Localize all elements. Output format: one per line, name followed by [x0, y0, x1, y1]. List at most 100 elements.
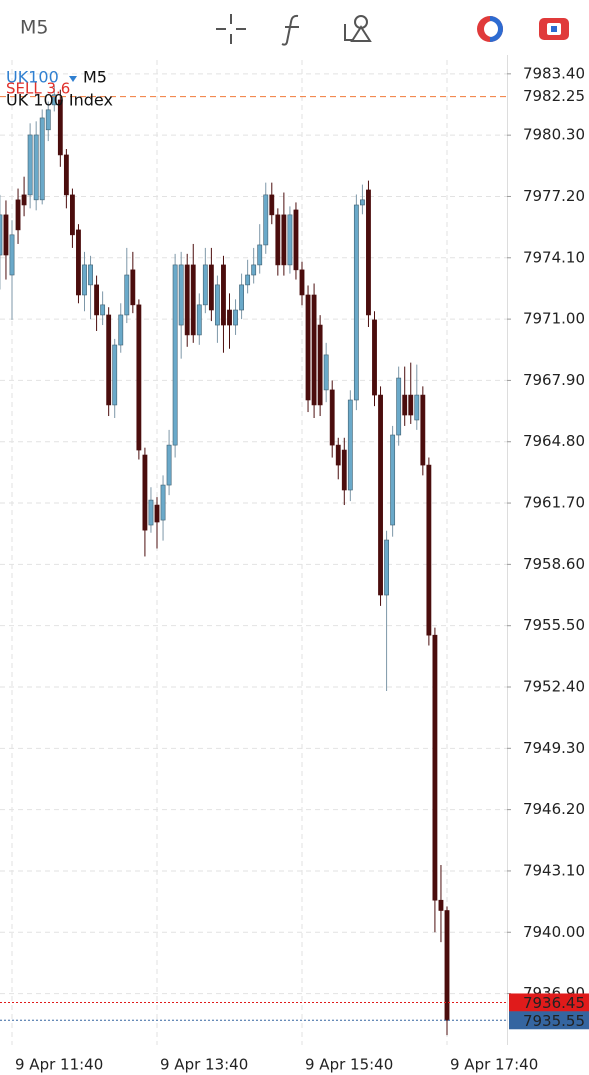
candle-body-down — [208, 264, 214, 311]
indicators-icon[interactable] — [281, 14, 299, 46]
candle-body-up — [233, 309, 238, 326]
candle-body-down — [94, 284, 99, 316]
candle-body-down — [299, 269, 305, 296]
y-tick-label: 7964.80 — [523, 432, 585, 450]
candle-body-up — [100, 304, 106, 316]
candle-body-up — [33, 134, 39, 201]
candle-body-up — [390, 434, 396, 526]
price-line-label: 7935.55 — [523, 1012, 585, 1030]
candle-body-down — [3, 214, 9, 256]
y-tick-label: 7958.60 — [523, 555, 585, 573]
x-tick-label: 9 Apr 15:40 — [305, 1056, 393, 1074]
objects-icon[interactable] — [344, 15, 372, 42]
candle-body-down — [142, 454, 148, 531]
price-line-label: 7982.25 — [523, 87, 585, 105]
candle-body-down — [190, 264, 196, 336]
candle-body-up — [45, 109, 51, 131]
candle-body-down — [420, 394, 426, 466]
price-line-label: 7936.45 — [523, 994, 585, 1012]
candle-body-down — [432, 634, 438, 901]
y-tick-label: 7967.90 — [523, 371, 585, 389]
y-tick-label: 7949.30 — [523, 739, 585, 757]
candle-body-up — [0, 214, 3, 256]
trade-icon[interactable] — [477, 16, 503, 42]
candle-body-up — [88, 264, 93, 286]
candle-body-up — [323, 354, 329, 391]
candle-body-up — [347, 399, 353, 491]
x-tick-label: 9 Apr 13:40 — [160, 1056, 248, 1074]
candle-body-up — [112, 344, 118, 406]
candle-body-up — [178, 264, 184, 326]
candle-body-down — [21, 194, 27, 206]
candle-body-down — [372, 319, 377, 396]
candle-body-down — [311, 294, 317, 406]
accounts-icon[interactable] — [539, 18, 569, 40]
candle-body-down — [366, 189, 371, 316]
candle-body-down — [341, 449, 347, 491]
candle-body-down — [293, 209, 299, 271]
candle-body-down — [426, 464, 432, 636]
candle-body-up — [51, 94, 57, 106]
candle-body-up — [360, 199, 365, 206]
candle-body-up — [172, 264, 178, 446]
trade-label: SELL 3.6 — [6, 80, 70, 98]
symbol-dropdown[interactable] — [69, 76, 77, 82]
y-tick-label: 7974.10 — [523, 248, 585, 266]
candle-body-up — [239, 284, 244, 311]
legend-timeframe: M5 — [83, 68, 107, 87]
candle-body-down — [76, 229, 81, 296]
y-tick-label: 7961.70 — [523, 494, 585, 512]
y-tick-label: 7940.00 — [523, 923, 585, 941]
candle-body-up — [245, 274, 251, 286]
y-tick-label: 7971.00 — [523, 310, 585, 328]
candle-body-up — [215, 284, 220, 326]
symbol[interactable]: UK100 — [6, 68, 59, 87]
x-tick-label: 9 Apr 17:40 — [450, 1056, 538, 1074]
candle-body-down — [408, 394, 414, 416]
candle-body-down — [130, 269, 136, 306]
y-tick-label: 7983.40 — [523, 64, 585, 82]
candle-body-down — [378, 394, 383, 596]
y-tick-label: 7943.10 — [523, 861, 585, 879]
candle-body-up — [353, 204, 359, 401]
candle-body-down — [305, 294, 311, 401]
candle-body-up — [287, 214, 293, 266]
y-tick-label: 7955.50 — [523, 616, 585, 634]
candle-body-up — [384, 539, 389, 596]
candle-body-down — [317, 324, 323, 406]
candle-body-down — [63, 154, 69, 196]
candle-body-up — [263, 194, 269, 246]
candle-body-down — [335, 444, 341, 466]
candle-body-up — [257, 244, 263, 266]
crosshair-icon[interactable] — [216, 14, 246, 44]
y-tick-label: 7946.20 — [523, 800, 585, 818]
candle-body-up — [39, 117, 45, 201]
candle-body-down — [15, 199, 21, 231]
candle-body-up — [82, 264, 87, 296]
candle-body-up — [9, 234, 15, 276]
candle-body-down — [444, 910, 450, 1021]
candle-body-down — [275, 214, 281, 266]
candle-body-up — [196, 304, 202, 336]
candle-body-up — [160, 484, 166, 521]
candle-body-up — [202, 264, 208, 306]
candle-body-down — [184, 264, 190, 336]
candle-body-up — [396, 377, 402, 436]
y-tick-label: 7977.20 — [523, 187, 585, 205]
candle-body-up — [166, 444, 172, 486]
y-tick-label: 7952.40 — [523, 677, 585, 695]
candle-body-up — [251, 264, 257, 276]
timeframe-button[interactable]: M5 — [20, 17, 48, 39]
plot-area: 7983.40 7980.30 7977.20 7974.10 7971.00 7967.… — [0, 55, 589, 1074]
candle-body-down — [154, 504, 160, 523]
candle-body-down — [438, 899, 444, 911]
legend: SELL 3.6 UK100 M5 UK 100 Index — [6, 68, 113, 110]
symbol-description: UK 100 Index — [6, 91, 113, 110]
candle-body-up — [118, 314, 124, 346]
candle-body-up — [124, 274, 130, 316]
candle-body-down — [281, 214, 287, 266]
candle-body-down — [402, 394, 408, 416]
candle-body-up — [148, 499, 154, 526]
